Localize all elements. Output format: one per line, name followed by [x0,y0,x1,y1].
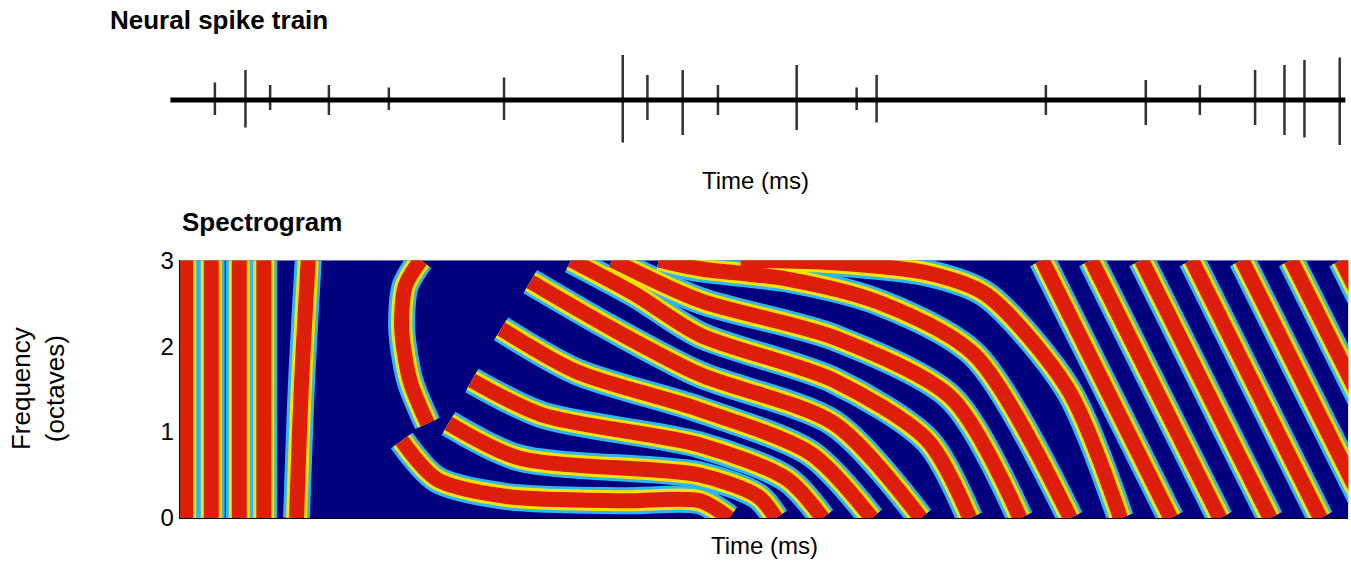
svg-text:1: 1 [161,418,174,445]
svg-text:0: 0 [161,504,174,531]
svg-text:Spectrogram: Spectrogram [182,207,342,237]
svg-text:2: 2 [161,333,174,360]
svg-text:Neural spike train: Neural spike train [110,5,328,35]
svg-text:Time (ms): Time (ms) [711,532,818,559]
svg-text:Time (ms): Time (ms) [702,167,809,194]
svg-text:3: 3 [161,247,174,274]
svg-text:Frequency(octaves): Frequency(octaves) [6,327,70,450]
